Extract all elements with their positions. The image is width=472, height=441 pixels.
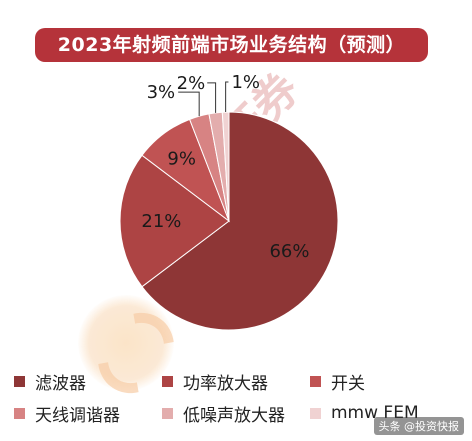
legend-item: 滤波器 — [14, 369, 162, 394]
legend-swatch — [310, 407, 321, 419]
legend-swatch — [162, 407, 173, 419]
legend-item: 低噪声放大器 — [162, 401, 310, 426]
legend-swatch — [162, 375, 173, 387]
source-watermark: 头条 @投资快报 — [373, 417, 464, 435]
pie-leader-4 — [207, 82, 217, 113]
pie-label-0: 66% — [269, 241, 309, 262]
legend-label: 功率放大器 — [183, 373, 268, 394]
pie-slice-5 — [221, 111, 230, 222]
chart-title: 2023年射频前端市场业务结构（预测） — [35, 28, 428, 62]
legend-swatch — [14, 375, 25, 387]
legend-row-1: 滤波器 功率放大器 开关 — [14, 368, 464, 394]
watermark-logo — [78, 295, 190, 409]
legend-item: 功率放大器 — [162, 369, 310, 394]
legend-item: 天线调谐器 — [14, 401, 162, 426]
pie-label-3: 3% — [147, 82, 176, 103]
pie-slice-1 — [119, 154, 230, 288]
legend-swatch — [310, 375, 321, 387]
legend-swatch — [14, 407, 25, 419]
pie-label-2: 9% — [167, 148, 196, 169]
legend-item: 开关 — [310, 369, 365, 394]
legend-label: 滤波器 — [35, 373, 86, 394]
pie-slice-0 — [141, 111, 339, 331]
legend-label: 开关 — [331, 373, 365, 394]
pie-label-5: 1% — [231, 72, 260, 93]
pie-label-1: 21% — [141, 211, 181, 232]
pie-leader-3 — [178, 91, 200, 117]
legend-label: 天线调谐器 — [35, 405, 120, 426]
pie-leader-5 — [225, 81, 229, 113]
legend-label: 低噪声放大器 — [183, 405, 285, 426]
pie-label-4: 2% — [177, 73, 206, 94]
